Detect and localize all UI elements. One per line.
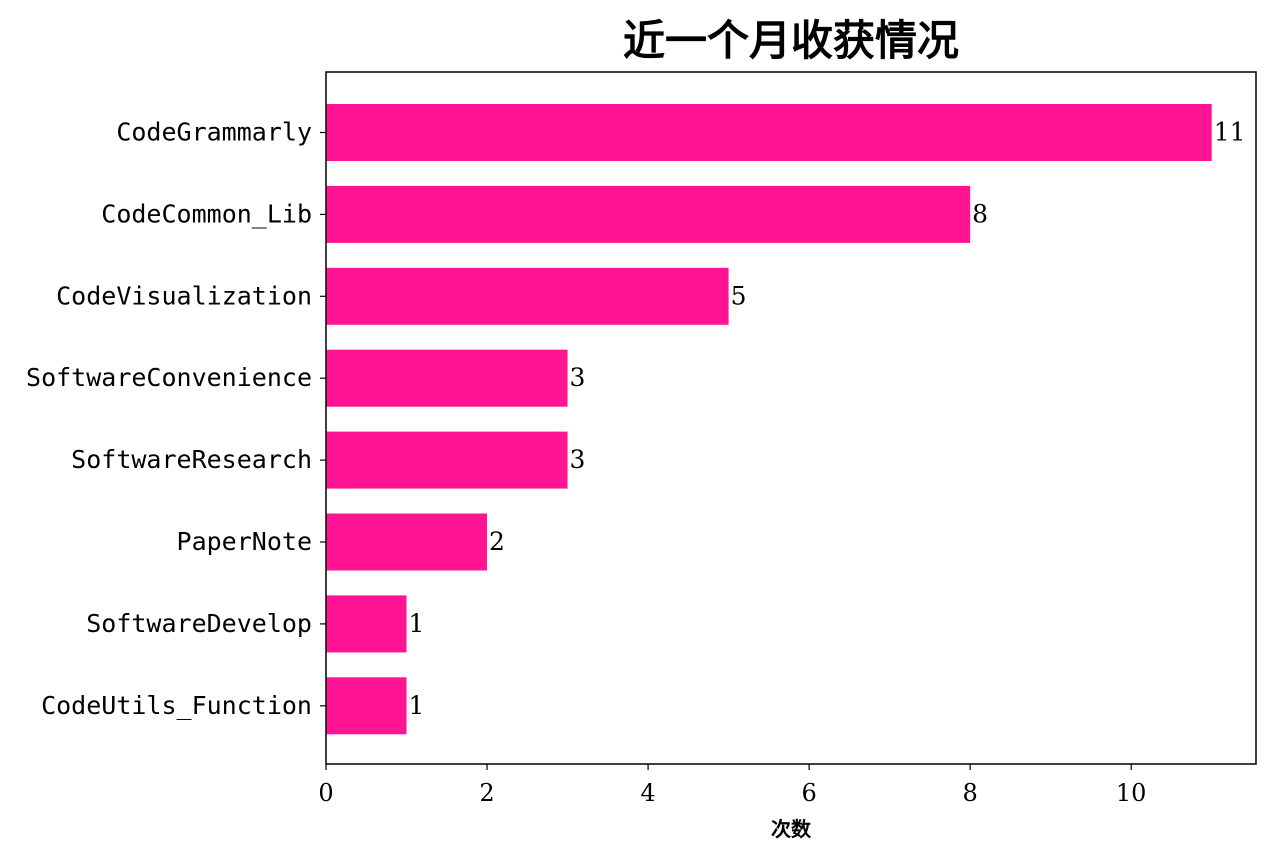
y-tick-label: CodeCommon_Lib bbox=[101, 199, 312, 228]
data-label: 1 bbox=[409, 691, 425, 720]
y-tick-label: CodeGrammarly bbox=[116, 118, 312, 147]
x-tick-label: 2 bbox=[479, 779, 494, 807]
data-label: 11 bbox=[1214, 118, 1246, 147]
bar bbox=[326, 513, 488, 571]
y-tick-label: CodeUtils_Function bbox=[41, 691, 312, 720]
bar bbox=[326, 349, 568, 407]
y-tick-marks bbox=[320, 131, 326, 707]
y-tick-label: SoftwareDevelop bbox=[86, 609, 312, 638]
bar bbox=[326, 267, 729, 325]
y-tick-label: CodeVisualization bbox=[56, 281, 312, 310]
bar bbox=[326, 431, 568, 489]
data-label: 8 bbox=[972, 199, 988, 228]
x-tick-label: 4 bbox=[640, 779, 655, 807]
chart-title: 近一个月收获情况 bbox=[623, 16, 959, 65]
x-ticks: 0 2 4 6 8 10 bbox=[318, 764, 1146, 807]
x-tick-label: 0 bbox=[318, 779, 333, 807]
x-tick-label: 6 bbox=[801, 779, 816, 807]
y-tick-label: PaperNote bbox=[177, 527, 312, 556]
data-label: 5 bbox=[731, 281, 747, 310]
bar bbox=[326, 595, 407, 653]
x-tick-label: 8 bbox=[963, 779, 978, 807]
x-tick-label: 10 bbox=[1116, 779, 1147, 807]
data-label: 2 bbox=[489, 527, 505, 556]
plot-frame bbox=[325, 71, 1257, 765]
data-label: 3 bbox=[570, 363, 586, 392]
y-tick-label: SoftwareConvenience bbox=[26, 363, 312, 392]
bar bbox=[326, 104, 1212, 161]
bars-group bbox=[326, 104, 1212, 735]
x-axis-label: 次数 bbox=[771, 817, 812, 841]
data-label: 3 bbox=[570, 445, 586, 474]
y-tick-labels: CodeGrammarly CodeCommon_Lib CodeVisualiza… bbox=[26, 118, 312, 720]
bar bbox=[326, 677, 407, 735]
y-tick-label: SoftwareResearch bbox=[71, 445, 312, 474]
data-label: 1 bbox=[409, 609, 425, 638]
bar bbox=[326, 185, 971, 243]
